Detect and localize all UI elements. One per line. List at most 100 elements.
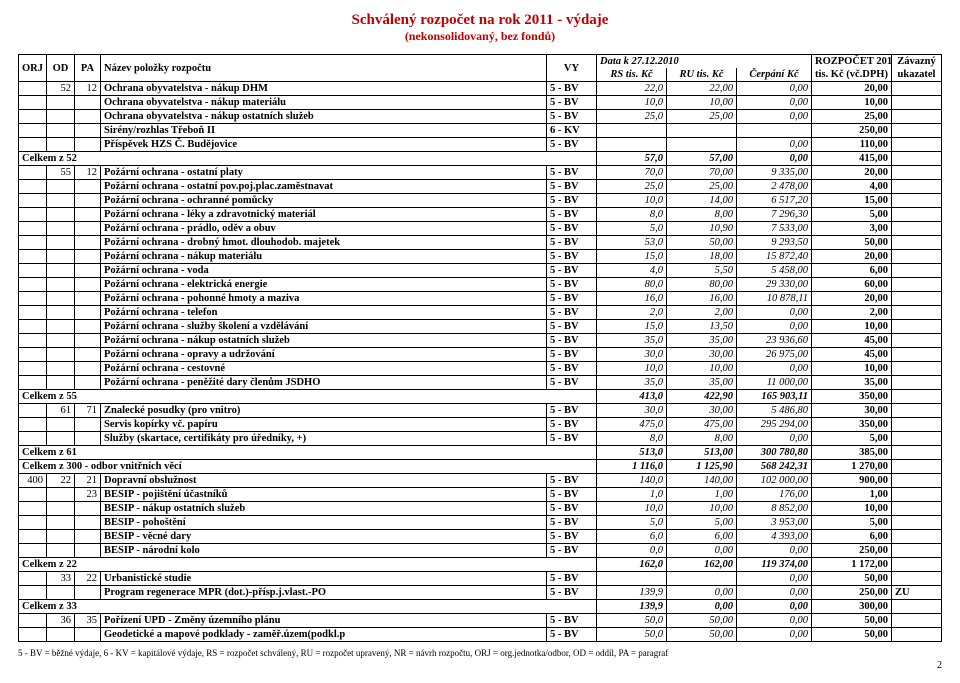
cell-ru: 18,00 [666, 250, 736, 264]
cell-pa [75, 278, 101, 292]
table-row: Celkem z 55413,0422,90165 903,11350,00 [19, 390, 942, 404]
cell-pa [75, 236, 101, 250]
cell-name: Požární ochrana - prádlo, oděv a obuv [101, 222, 547, 236]
cell-pa [75, 110, 101, 124]
cell-rs: 50,0 [596, 628, 666, 642]
cell-ru: 10,00 [666, 502, 736, 516]
cell-orj [19, 208, 47, 222]
subtotal-label: Celkem z 22 [19, 558, 597, 572]
cell-zav [892, 320, 942, 334]
table-row: 4002221Dopravní obslužnost5 - BV140,0140… [19, 474, 942, 488]
cell-pa [75, 348, 101, 362]
cell-ru: 16,00 [666, 292, 736, 306]
cell-pa [75, 516, 101, 530]
cell-vy: 5 - BV [546, 110, 596, 124]
cell-roz: 50,00 [812, 628, 892, 642]
cell-roz: 350,00 [812, 418, 892, 432]
cell-vy: 5 - BV [546, 222, 596, 236]
cell-name: Servis kopírky vč. papíru [101, 418, 547, 432]
cell-cer: 11 000,00 [736, 376, 811, 390]
cell-cer: 0,00 [736, 110, 811, 124]
cell-ru: 8,00 [666, 208, 736, 222]
cell-cer: 3 953,00 [736, 516, 811, 530]
cell-name: Požární ochrana - elektrická energie [101, 278, 547, 292]
table-row: BESIP - pohoštění5 - BV5,05,003 953,005,… [19, 516, 942, 530]
cell-name: Ochrana obyvatelstva - nákup ostatních s… [101, 110, 547, 124]
cell-vy: 5 - BV [546, 418, 596, 432]
table-row: 6171Znalecké posudky (pro vnitro)5 - BV3… [19, 404, 942, 418]
cell-od [47, 110, 75, 124]
cell-zav [892, 138, 942, 152]
cell-cer: 119 374,00 [736, 558, 811, 572]
cell-od [47, 432, 75, 446]
cell-vy: 5 - BV [546, 96, 596, 110]
cell-vy: 5 - BV [546, 516, 596, 530]
cell-rs: 22,0 [596, 82, 666, 96]
cell-vy: 5 - BV [546, 530, 596, 544]
header-row-1: ORJ OD PA Název položky rozpočtu VY Data… [19, 55, 942, 69]
cell-rs: 15,0 [596, 320, 666, 334]
table-row: Požární ochrana - elektrická energie5 - … [19, 278, 942, 292]
cell-vy: 5 - BV [546, 614, 596, 628]
cell-pa: 35 [75, 614, 101, 628]
table-row: BESIP - národní kolo5 - BV0,00,000,00250… [19, 544, 942, 558]
cell-cer: 165 903,11 [736, 390, 811, 404]
cell-od [47, 530, 75, 544]
cell-rs: 80,0 [596, 278, 666, 292]
cell-od [47, 278, 75, 292]
cell-zav [892, 474, 942, 488]
table-row: Program regenerace MPR (dot.)-přísp.j.vl… [19, 586, 942, 600]
cell-od [47, 250, 75, 264]
cell-name: BESIP - věcné dary [101, 530, 547, 544]
cell-roz: 3,00 [812, 222, 892, 236]
cell-name: Požární ochrana - drobný hmot. dlouhodob… [101, 236, 547, 250]
cell-zav [892, 432, 942, 446]
cell-vy: 6 - KV [546, 124, 596, 138]
cell-name: Pořízení UPD - Změny územního plánu [101, 614, 547, 628]
hdr-rs: RS tis. Kč [596, 68, 666, 82]
cell-ru: 10,00 [666, 362, 736, 376]
cell-name: Urbanistické studie [101, 572, 547, 586]
cell-rs: 1,0 [596, 488, 666, 502]
cell-orj [19, 166, 47, 180]
cell-pa [75, 194, 101, 208]
cell-vy: 5 - BV [546, 334, 596, 348]
cell-roz: 110,00 [812, 138, 892, 152]
cell-od [47, 236, 75, 250]
cell-zav [892, 390, 942, 404]
cell-cer: 0,00 [736, 138, 811, 152]
cell-orj [19, 544, 47, 558]
cell-ru: 80,00 [666, 278, 736, 292]
cell-ru: 22,00 [666, 82, 736, 96]
cell-name: Požární ochrana - léky a zdravotnický ma… [101, 208, 547, 222]
cell-zav [892, 376, 942, 390]
hdr-name: Název položky rozpočtu [101, 55, 547, 82]
cell-roz: 45,00 [812, 334, 892, 348]
cell-rs: 30,0 [596, 348, 666, 362]
cell-orj [19, 614, 47, 628]
cell-name: Příspěvek HZS Č. Budějovice [101, 138, 547, 152]
cell-ru: 10,00 [666, 96, 736, 110]
cell-od [47, 208, 75, 222]
table-row: Služby (skartace, certifikáty pro úřední… [19, 432, 942, 446]
cell-roz: 4,00 [812, 180, 892, 194]
table-row: 3635Pořízení UPD - Změny územního plánu5… [19, 614, 942, 628]
cell-od [47, 320, 75, 334]
hdr-roz2: tis. Kč (vč.DPH) [812, 68, 892, 82]
cell-orj [19, 306, 47, 320]
cell-od [47, 586, 75, 600]
hdr-vy: VY [546, 55, 596, 82]
cell-name: Služby (skartace, certifikáty pro úřední… [101, 432, 547, 446]
cell-vy: 5 - BV [546, 586, 596, 600]
hdr-zav1: Závazný [892, 55, 942, 69]
cell-rs: 10,0 [596, 194, 666, 208]
table-row: Celkem z 61513,0513,00300 780,80385,00 [19, 446, 942, 460]
cell-zav [892, 502, 942, 516]
cell-zav [892, 544, 942, 558]
cell-vy: 5 - BV [546, 572, 596, 586]
cell-zav [892, 222, 942, 236]
cell-zav [892, 404, 942, 418]
cell-pa [75, 222, 101, 236]
cell-pa: 12 [75, 82, 101, 96]
cell-cer: 23 936,60 [736, 334, 811, 348]
